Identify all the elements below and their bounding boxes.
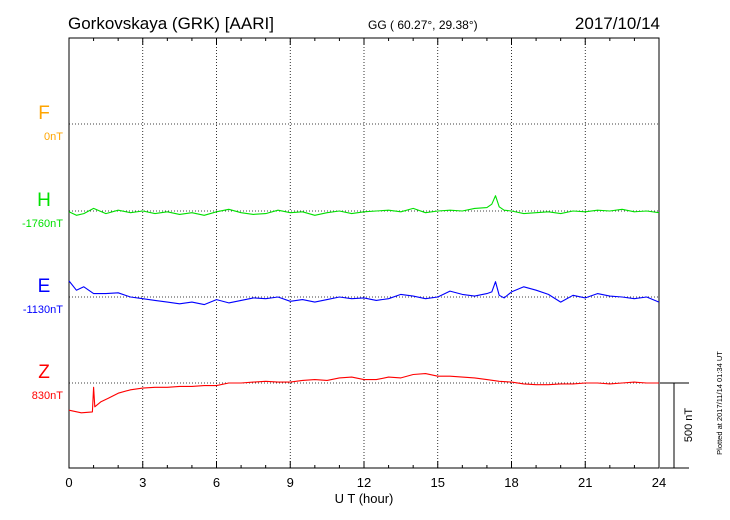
component-h-baseline: -1760nT xyxy=(22,218,63,230)
scale-bar: 500 nT xyxy=(660,382,695,469)
x-tick-label: 12 xyxy=(357,475,371,490)
trace-e xyxy=(68,280,660,306)
component-labels: F 0nT H -1760nT E -1130nT Z 830nT xyxy=(22,103,63,402)
x-tick-label: 3 xyxy=(139,475,146,490)
x-axis-title: U T (hour) xyxy=(335,491,394,506)
x-tick-label: 9 xyxy=(287,475,294,490)
component-f-label: F xyxy=(38,103,50,124)
plotted-at-note: Plotted at 2017/11/14 01:34 UT xyxy=(715,351,724,455)
component-f-baseline: 0nT xyxy=(44,131,63,143)
x-tick-label: 24 xyxy=(652,475,666,490)
x-tick-label: 21 xyxy=(578,475,592,490)
x-tick-label: 15 xyxy=(431,475,445,490)
x-axis-ticks: 0 3 6 9 12 15 18 21 24 xyxy=(65,38,666,490)
chart-date: 2017/10/14 xyxy=(575,14,660,33)
x-tick-label: 6 xyxy=(213,475,220,490)
station-coordinates: GG ( 60.27°, 29.38°) xyxy=(368,18,478,32)
scale-bar-label: 500 nT xyxy=(683,408,695,443)
component-h-label: H xyxy=(37,190,51,211)
trace-z xyxy=(68,373,659,414)
plot-frame xyxy=(68,37,660,469)
trace-h xyxy=(68,195,660,216)
x-tick-label: 0 xyxy=(65,475,72,490)
component-e-baseline: -1130nT xyxy=(23,304,63,316)
x-tick-label: 18 xyxy=(504,475,518,490)
traces xyxy=(68,195,660,414)
component-e-label: E xyxy=(38,276,51,297)
component-z-label: Z xyxy=(38,362,50,383)
component-z-baseline: 830nT xyxy=(32,390,63,402)
station-title: Gorkovskaya (GRK) [AARI] xyxy=(68,14,274,33)
plot-grid xyxy=(69,38,659,468)
